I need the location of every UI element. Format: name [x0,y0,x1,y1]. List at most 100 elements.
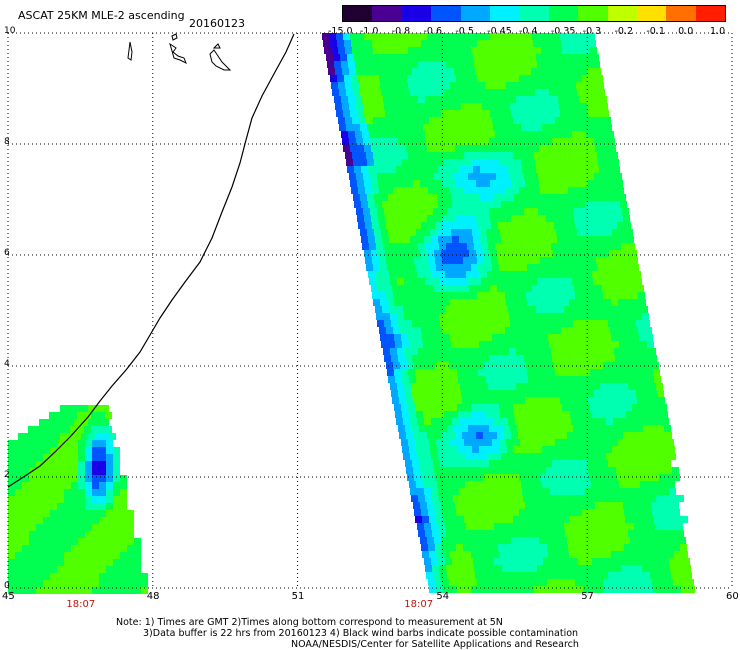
swath-cell [426,173,433,180]
swath-cell [71,559,78,566]
swath-cell [625,299,632,306]
swath-cell [141,587,148,594]
swath-cell [470,187,477,194]
swath-cell [462,502,469,509]
swath-cell [332,89,339,96]
swath-cell [527,264,534,271]
swath-cell [555,439,562,446]
swath-cell [412,138,419,145]
swath-cell [435,362,442,369]
swath-cell [400,327,407,334]
swath-cell [498,292,505,299]
swath-cell [402,376,409,383]
swath-cell [466,54,473,61]
swath-cell [535,89,542,96]
swath-cell [660,516,667,523]
swath-cell [361,201,368,208]
swath-cell [35,426,42,433]
swath-cell [625,586,632,593]
swath-cell [445,201,452,208]
swath-cell [636,572,643,579]
swath-cell [508,488,515,495]
swath-cell [579,278,586,285]
swath-cell [484,327,491,334]
swath-cell [509,565,516,572]
swath-cell [489,390,496,397]
swath-cell [401,369,408,376]
swath-cell [632,404,639,411]
swath-cell [84,412,91,419]
swath-cell [626,376,633,383]
swath-cell [483,397,490,404]
swath-cell [483,537,490,544]
swath-cell [594,390,601,397]
swath-cell [544,530,551,537]
swath-cell [445,488,452,495]
swath-cell [606,236,613,243]
swath-cell [572,243,579,250]
swath-cell [555,82,562,89]
swath-cell [532,537,539,544]
swath-cell [511,432,518,439]
swath-cell [523,495,530,502]
swath-cell [493,124,500,131]
swath-cell [576,439,583,446]
swath-cell [648,453,655,460]
swath-cell [555,404,562,411]
swath-cell [582,579,589,586]
swath-cell [504,502,511,509]
swath-cell [579,61,586,68]
swath-cell [567,180,574,187]
swath-cell [526,474,533,481]
swath-cell [585,271,592,278]
swath-cell [436,551,443,558]
swath-cell [456,40,463,47]
swath-cell [519,509,526,516]
swath-cell [415,82,422,89]
swath-cell [418,131,425,138]
swath-cell [556,229,563,236]
swath-cell [632,299,639,306]
swath-cell [467,383,474,390]
swath-cell [502,313,509,320]
swath-cell [517,68,524,75]
swath-cell [478,299,485,306]
swath-cell [474,243,481,250]
swath-cell [615,355,622,362]
swath-cell [57,510,64,517]
swath-cell [582,222,589,229]
swath-cell [553,502,560,509]
swath-cell [379,327,386,334]
swath-cell [106,468,113,475]
swath-cell [365,187,372,194]
swath-cell [120,552,127,559]
swath-cell [444,411,451,418]
swath-cell [394,47,401,54]
swath-cell [399,285,406,292]
swath-cell [134,552,141,559]
swath-cell [546,145,553,152]
swath-cell [529,271,536,278]
swath-cell [537,313,544,320]
swath-cell [566,138,573,145]
swath-cell [15,580,22,587]
swath-cell [106,461,113,468]
swath-cell [85,440,92,447]
swath-cell [81,419,88,426]
swath-cell [520,82,527,89]
swath-cell [616,397,623,404]
swath-cell [597,439,604,446]
swath-cell [394,82,401,89]
swath-cell [641,306,648,313]
swath-cell [421,292,428,299]
swath-cell [379,75,386,82]
swath-cell [36,517,43,524]
swath-cell [592,166,599,173]
swath-cell [415,299,422,306]
swath-cell [478,404,485,411]
swath-cell [484,362,491,369]
swath-cell [628,383,635,390]
swath-cell [639,551,646,558]
swath-cell [514,89,521,96]
swath-cell [653,369,660,376]
